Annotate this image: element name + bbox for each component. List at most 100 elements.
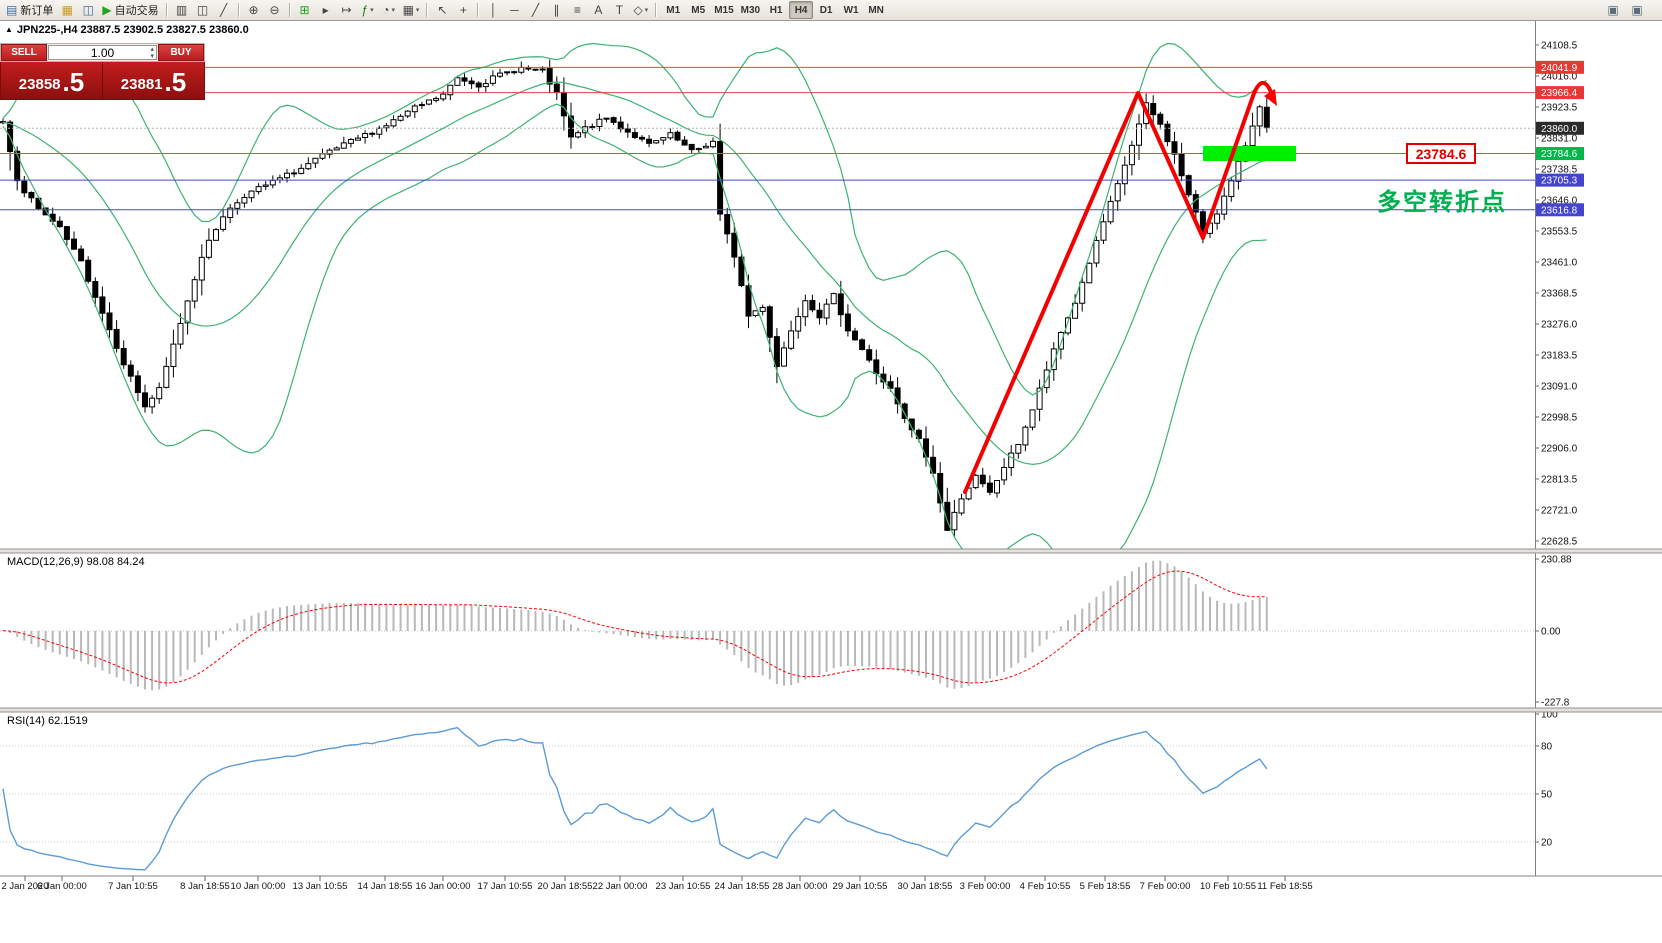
cursor-icon[interactable]: ↖: [432, 1, 452, 19]
auto-scroll-icon[interactable]: ▸: [316, 1, 336, 19]
vertical-line-icon[interactable]: │: [483, 1, 503, 19]
terminal-icon[interactable]: ▣: [1603, 1, 1623, 19]
svg-text:24 Jan 18:55: 24 Jan 18:55: [715, 881, 770, 892]
line-chart-type-icon[interactable]: ╱: [214, 1, 234, 19]
svg-text:8 Jan 18:55: 8 Jan 18:55: [180, 881, 230, 892]
templates-icon[interactable]: ▦ ▾: [400, 1, 423, 19]
buy-button[interactable]: BUY: [158, 44, 204, 61]
chart-shift-icon[interactable]: ↦: [337, 1, 357, 19]
timeframe-h1-button[interactable]: H1: [764, 1, 788, 19]
timeframe-m30-button[interactable]: M30: [738, 1, 763, 19]
volume-input[interactable]: 1.00 ▴ ▾: [48, 45, 157, 60]
chevron-down-icon: ▾: [391, 7, 395, 14]
macd-indicator-label: MACD(12,26,9) 98.08 84.24: [7, 556, 145, 568]
fibonacci-icon[interactable]: ≡: [567, 1, 587, 19]
svg-text:23183.5: 23183.5: [1541, 351, 1578, 362]
toolbar: ▤ 新订单 ▦ ◫ ▶ 自动交易 ▥ ◫ ╱ ⊕ ⊖ ⊞ ▸ ↦ ƒ ▾ ◔ ▾ ▦ ▾ ↖ + │ ─ ╱ ∥ ≡ A T ◇ ▾ M1 M5…: [0, 0, 1662, 21]
timeframe-mn-button[interactable]: MN: [864, 1, 888, 19]
toolbar-separator: [165, 3, 168, 17]
data-window-icon[interactable]: ◫: [78, 1, 98, 19]
horizontal-line-icon: ─: [510, 3, 519, 17]
zoom-out-icon[interactable]: ⊖: [265, 1, 285, 19]
bid-price[interactable]: 23858.5: [1, 62, 103, 99]
sell-button[interactable]: SELL: [1, 44, 47, 61]
trade-panel-prices: 23858.5 23881.5: [0, 62, 205, 100]
auto-trading-button[interactable]: ▶ 自动交易: [99, 1, 161, 19]
svg-text:10 Jan 00:00: 10 Jan 00:00: [231, 881, 286, 892]
timeframe-w1-button[interactable]: W1: [839, 1, 863, 19]
text-icon[interactable]: A: [588, 1, 608, 19]
svg-text:23646.0: 23646.0: [1541, 196, 1578, 207]
svg-text:23553.5: 23553.5: [1541, 227, 1578, 238]
price-callout-label[interactable]: 23784.6: [1406, 143, 1476, 164]
market-watch-icon[interactable]: ▦: [57, 1, 77, 19]
tile-windows-icon[interactable]: ⊞: [295, 1, 315, 19]
bollinger-bands-layer: [2, 42, 1268, 549]
svg-text:28 Jan 00:00: 28 Jan 00:00: [773, 881, 828, 892]
toolbar-separator: [237, 3, 240, 17]
bar-chart-type-icon[interactable]: ▥: [172, 1, 192, 19]
cursor-icon: ↖: [437, 3, 448, 17]
timeframe-d1-button[interactable]: D1: [814, 1, 838, 19]
svg-text:6 Jan 00:00: 6 Jan 00:00: [37, 881, 87, 892]
trendline-icon: ╱: [531, 3, 540, 17]
ask-price[interactable]: 23881.5: [103, 62, 204, 99]
timeframe-h4-button[interactable]: H4: [789, 1, 814, 19]
toolbar-separator: [426, 3, 429, 17]
svg-text:23738.5: 23738.5: [1541, 165, 1578, 176]
svg-text:14 Jan 18:55: 14 Jan 18:55: [358, 881, 413, 892]
timeframe-m15-button[interactable]: M15: [711, 1, 736, 19]
svg-text:23831.0: 23831.0: [1541, 134, 1578, 145]
zoom-out-icon: ⊖: [269, 3, 280, 17]
timeframe-m5-button[interactable]: M5: [686, 1, 710, 19]
rsi-panel: [0, 726, 1535, 871]
svg-text:7 Feb 00:00: 7 Feb 00:00: [1140, 881, 1191, 892]
ask-pip: .5: [164, 67, 187, 97]
label-icon[interactable]: T: [609, 1, 629, 19]
svg-text:80: 80: [1541, 742, 1553, 753]
svg-text:23616.8: 23616.8: [1541, 205, 1578, 216]
svg-text:22628.5: 22628.5: [1541, 537, 1578, 548]
svg-text:100: 100: [1541, 710, 1558, 721]
shapes-icon: ◇: [633, 3, 643, 17]
horizontal-line-icon[interactable]: ─: [504, 1, 524, 19]
timeframe-m1-button[interactable]: M1: [661, 1, 685, 19]
monitor-icon[interactable]: ▣: [1627, 1, 1647, 19]
indicators-icon[interactable]: ƒ ▾: [358, 1, 378, 19]
svg-text:230.88: 230.88: [1541, 555, 1572, 566]
svg-text:30 Jan 18:55: 30 Jan 18:55: [898, 881, 953, 892]
svg-text:5 Feb 18:55: 5 Feb 18:55: [1080, 881, 1131, 892]
svg-text:22721.0: 22721.0: [1541, 506, 1578, 517]
candles-layer: [0, 59, 1270, 538]
crosshair-icon[interactable]: +: [453, 1, 473, 19]
svg-text:23966.4: 23966.4: [1541, 88, 1578, 99]
svg-text:13 Jan 10:55: 13 Jan 10:55: [293, 881, 348, 892]
svg-text:22906.0: 22906.0: [1541, 444, 1578, 455]
svg-text:23276.0: 23276.0: [1541, 320, 1578, 331]
price-axis[interactable]: 24108.5 24016.0 23923.5 23831.0 23738.5 23646…: [1535, 21, 1584, 876]
zoom-in-icon[interactable]: ⊕: [244, 1, 264, 19]
svg-text:23 Jan 10:55: 23 Jan 10:55: [656, 881, 711, 892]
trade-panel-top-row: SELL 1.00 ▴ ▾ BUY: [0, 43, 205, 62]
trendline-icon[interactable]: ╱: [525, 1, 545, 19]
shapes-icon[interactable]: ◇ ▾: [630, 1, 651, 19]
level-lines-layer: [0, 66, 1535, 211]
chevron-down-icon: ▾: [370, 7, 374, 14]
svg-text:23461.0: 23461.0: [1541, 258, 1578, 269]
svg-text:10 Feb 10:55: 10 Feb 10:55: [1200, 881, 1256, 892]
volume-spinner-icons[interactable]: ▴ ▾: [150, 46, 154, 60]
trend-note-text[interactable]: 多空转折点: [1377, 189, 1507, 216]
fibonacci-icon: ≡: [573, 3, 581, 17]
candlestick-chart-type-icon[interactable]: ◫: [193, 1, 213, 19]
svg-text:23784.6: 23784.6: [1541, 149, 1578, 160]
toolbar-separator: [288, 3, 291, 17]
new-order-button[interactable]: ▤ 新订单: [3, 1, 56, 19]
svg-text:50: 50: [1541, 790, 1553, 801]
rsi-scale: 100 80 50 20: [1535, 710, 1558, 849]
svg-text:24016.0: 24016.0: [1541, 72, 1578, 83]
channel-icon[interactable]: ∥: [546, 1, 566, 19]
periods-icon[interactable]: ◔ ▾: [379, 1, 399, 19]
toolbar-right-group: ▣ ▣: [1603, 1, 1659, 19]
